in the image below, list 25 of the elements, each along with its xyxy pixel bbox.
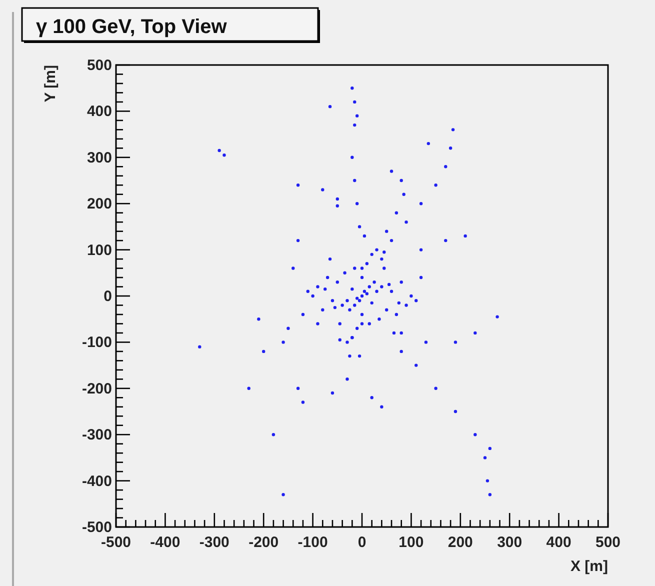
x-tick-label: -400 (150, 534, 180, 551)
chart-title: γ 100 GeV, Top View (36, 16, 228, 38)
x-tick-label: -300 (199, 534, 230, 551)
y-tick-label: -500 (82, 519, 112, 536)
y-tick-label: 500 (86, 57, 112, 74)
x-tick-label: 300 (497, 534, 522, 551)
y-tick-label: -400 (82, 472, 112, 490)
x-tick-label: 500 (595, 534, 621, 551)
x-axis-title: X [m] (570, 558, 608, 575)
y-tick-label: 400 (86, 103, 112, 120)
y-axis-title: Y [m] (42, 65, 59, 102)
x-tick-label: -500 (100, 534, 132, 551)
x-tick-label: 0 (358, 534, 366, 551)
y-tick-label: 200 (86, 196, 112, 213)
x-tick-label: 400 (546, 534, 572, 551)
y-tick-label: -100 (82, 334, 112, 352)
x-tick-label: 100 (398, 534, 424, 551)
y-tick-label: -300 (82, 426, 112, 444)
x-tick-label: -200 (248, 534, 279, 551)
y-tick-label: 0 (104, 288, 112, 305)
y-tick-label: 300 (86, 149, 112, 166)
x-tick-label: -100 (298, 534, 328, 551)
x-tick-label: 200 (448, 534, 473, 551)
y-tick-label: 100 (86, 242, 112, 259)
y-tick-label: -200 (82, 380, 112, 398)
